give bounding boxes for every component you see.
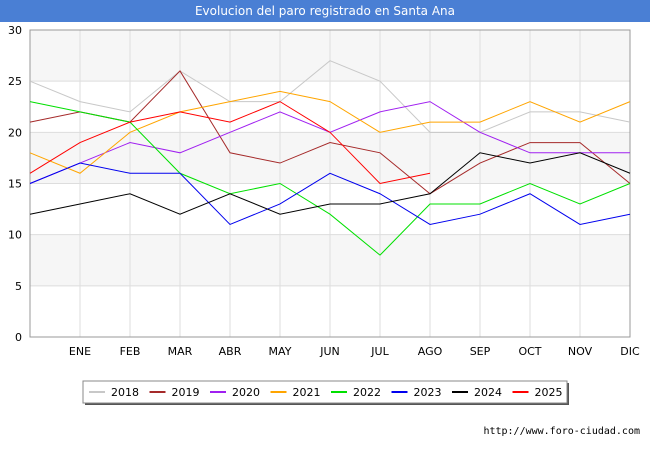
- series-line-2023: [29, 162, 631, 226]
- legend-box: [82, 380, 568, 404]
- x-tick-label: JUL: [370, 345, 389, 358]
- y-tick-label: 30: [8, 24, 22, 37]
- x-tick-label: NOV: [568, 345, 593, 358]
- x-tick-label: MAY: [269, 345, 292, 358]
- series-line-2025: [29, 101, 431, 185]
- y-tick-label: 20: [8, 126, 22, 139]
- footer-url[interactable]: http://www.foro-ciudad.com: [483, 426, 640, 437]
- series-line-2024: [29, 152, 631, 215]
- legend-label-2019: 2019: [172, 386, 200, 399]
- x-tick-label: DIC: [620, 345, 640, 358]
- y-tick-label: 25: [8, 75, 22, 88]
- x-tick-label: OCT: [518, 345, 541, 358]
- y-tick-label: 10: [8, 229, 22, 242]
- chart-title: Evolucion del paro registrado en Santa A…: [0, 0, 650, 22]
- x-tick-label: MAR: [168, 345, 193, 358]
- legend-label-2023: 2023: [414, 386, 442, 399]
- series-lines: [29, 60, 631, 256]
- x-tick-label: ENE: [69, 345, 91, 358]
- legend-label-2022: 2022: [353, 386, 381, 399]
- legend-label-2024: 2024: [474, 386, 502, 399]
- series-line-2018: [29, 60, 631, 133]
- y-tick-label: 0: [15, 331, 22, 344]
- y-axis-ticks: 0 5 10 15 20 25 30: [8, 24, 22, 344]
- legend: 2018 2019 2020 2021 2022 2023 2024 2025: [82, 380, 569, 405]
- x-tick-label: SEP: [470, 345, 491, 358]
- legend-label-2025: 2025: [535, 386, 563, 399]
- x-tick-label: AGO: [418, 345, 443, 358]
- series-line-2021: [29, 90, 631, 174]
- x-tick-label: FEB: [120, 345, 141, 358]
- y-tick-label: 5: [15, 280, 22, 293]
- x-tick-label: JUN: [319, 345, 340, 358]
- legend-label-2018: 2018: [111, 386, 139, 399]
- x-axis-ticks: ENE FEB MAR ABR MAY JUN JUL AGO SEP OCT NOV DIC: [69, 345, 640, 358]
- legend-label-2021: 2021: [293, 386, 321, 399]
- legend-label-2020: 2020: [232, 386, 260, 399]
- x-tick-label: ABR: [219, 345, 242, 358]
- y-tick-label: 15: [8, 178, 22, 191]
